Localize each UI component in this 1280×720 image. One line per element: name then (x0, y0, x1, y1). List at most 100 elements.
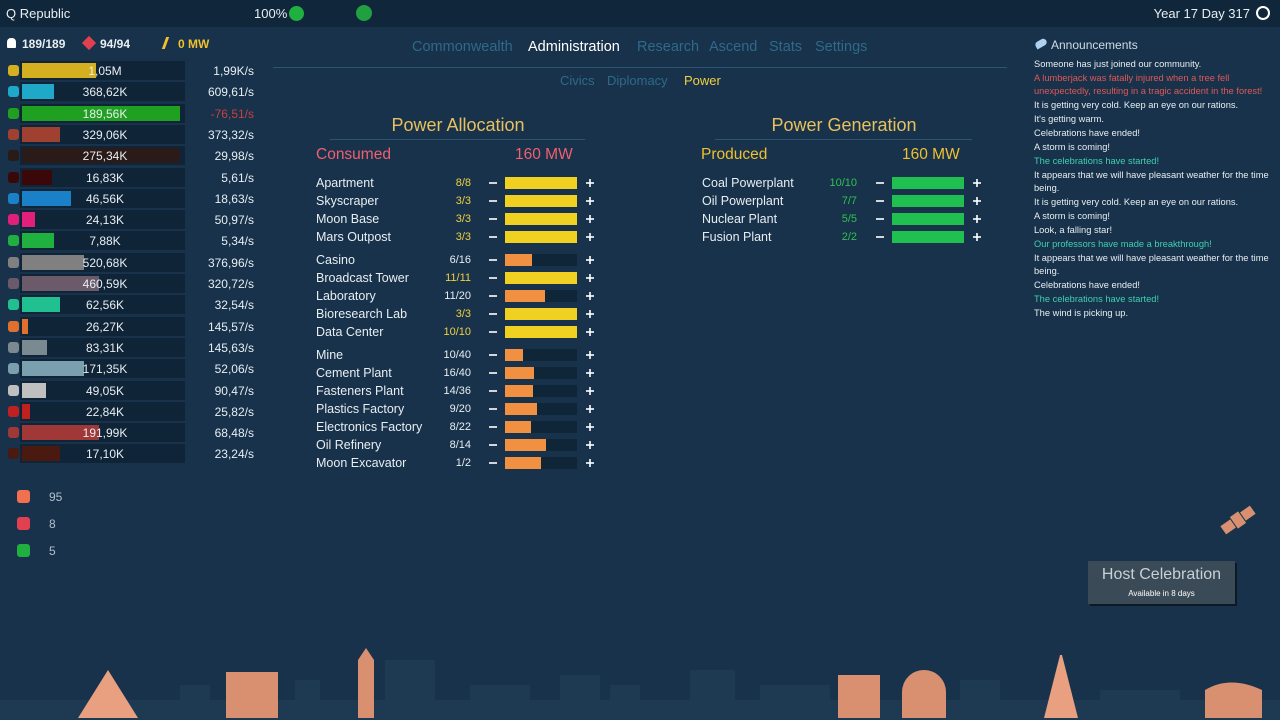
increase-button[interactable] (972, 232, 982, 242)
host-celebration-button[interactable]: Host Celebration Available in 8 days (1088, 561, 1235, 604)
building-count: 3/3 (455, 231, 471, 243)
power-bar (505, 367, 534, 379)
decrease-button[interactable] (488, 255, 498, 265)
power-bar (892, 231, 964, 243)
power-bar (892, 195, 964, 207)
resource-track (20, 316, 185, 336)
increase-button[interactable] (585, 196, 595, 206)
building-name: Mars Outpost (316, 230, 392, 244)
globe-icon[interactable] (356, 5, 372, 21)
resource-bar (22, 318, 29, 334)
tab[interactable]: Administration (528, 39, 620, 55)
top-bar (0, 0, 1280, 27)
decrease-button[interactable] (488, 196, 498, 206)
clock-tower (358, 660, 374, 718)
increase-button[interactable] (585, 309, 595, 319)
increase-button[interactable] (972, 196, 982, 206)
decrease-button[interactable] (488, 368, 498, 378)
sub-tab[interactable]: Power (684, 73, 721, 88)
decrease-button[interactable] (488, 386, 498, 396)
colosseum (226, 672, 278, 718)
decrease-button[interactable] (488, 327, 498, 337)
increase-button[interactable] (585, 422, 595, 432)
building-name: Moon Base (316, 212, 380, 226)
increase-button[interactable] (972, 178, 982, 188)
decrease-button[interactable] (488, 291, 498, 301)
resource-track (20, 295, 185, 315)
resource-rate: 68,48/s (214, 426, 254, 441)
tab-divider (273, 67, 1007, 68)
resource-rate: 25,82/s (214, 404, 254, 419)
increase-button[interactable] (585, 458, 595, 468)
building-count: 8/14 (449, 439, 471, 451)
resource-track (20, 210, 185, 230)
increase-button[interactable] (585, 368, 595, 378)
power-bar (505, 272, 577, 284)
increase-button[interactable] (585, 214, 595, 224)
decrease-button[interactable] (488, 350, 498, 360)
resource-amount: 22,84K (85, 404, 125, 419)
tab[interactable]: Stats (769, 39, 803, 55)
increase-button[interactable] (585, 178, 595, 188)
skyline (0, 648, 1280, 720)
increase-button[interactable] (585, 232, 595, 242)
tab[interactable]: Research (637, 39, 700, 55)
resource-bar (22, 126, 60, 142)
pyramid (78, 670, 138, 718)
decrease-button[interactable] (488, 214, 498, 224)
happiness: 100% (254, 6, 288, 21)
increase-button[interactable] (585, 255, 595, 265)
decrease-button[interactable] (488, 178, 498, 188)
building-count: 5/5 (841, 213, 857, 225)
announcement: It is getting very cold. Keep an eye on … (1034, 197, 1239, 207)
decrease-button[interactable] (488, 440, 498, 450)
decrease-button[interactable] (488, 458, 498, 468)
announcement: A storm is coming! (1034, 142, 1110, 152)
resource-icon (8, 150, 19, 162)
resource-rate: 50,97/s (214, 213, 254, 228)
decrease-button[interactable] (488, 273, 498, 283)
decrease-button[interactable] (875, 214, 885, 224)
decrease-button[interactable] (875, 178, 885, 188)
increase-button[interactable] (585, 291, 595, 301)
resource-rate: 5,34/s (221, 234, 254, 249)
building-count: 8/22 (449, 421, 471, 433)
increase-button[interactable] (585, 350, 595, 360)
increase-button[interactable] (972, 214, 982, 224)
decrease-button[interactable] (488, 422, 498, 432)
increase-button[interactable] (585, 440, 595, 450)
building-name: Data Center (316, 325, 384, 339)
resource-bar (22, 84, 54, 100)
power-bar (505, 231, 577, 243)
decrease-button[interactable] (488, 232, 498, 242)
decrease-button[interactable] (488, 404, 498, 414)
satellite-icon[interactable] (1218, 500, 1258, 540)
power-bar (892, 213, 964, 225)
tab[interactable]: Ascend (709, 39, 758, 55)
tab[interactable]: Commonwealth (412, 39, 513, 55)
resource-rate: 320,72/s (207, 277, 254, 291)
building-count: 3/3 (455, 213, 471, 225)
sub-tab[interactable]: Civics (560, 73, 595, 88)
announcement: Someone has just joined our community. (1034, 59, 1202, 69)
sub-tab[interactable]: Diplomacy (607, 73, 668, 88)
increase-button[interactable] (585, 327, 595, 337)
button-label: Host Celebration (1101, 566, 1222, 583)
increase-button[interactable] (585, 273, 595, 283)
decrease-button[interactable] (875, 232, 885, 242)
decrease-button[interactable] (875, 196, 885, 206)
resource-icon (8, 448, 19, 460)
increase-button[interactable] (585, 404, 595, 414)
power-bar (892, 177, 964, 189)
increase-button[interactable] (585, 386, 595, 396)
building-name: Skyscraper (316, 194, 379, 208)
power-bar (505, 308, 577, 320)
building-count: 7/7 (841, 195, 857, 207)
counter-icon (17, 490, 30, 503)
resource-rate: 52,06/s (214, 362, 254, 377)
decrease-button[interactable] (488, 309, 498, 319)
power-bar (505, 195, 577, 207)
tab[interactable]: Settings (815, 39, 868, 55)
resource-amount: 191,99K (82, 426, 128, 441)
